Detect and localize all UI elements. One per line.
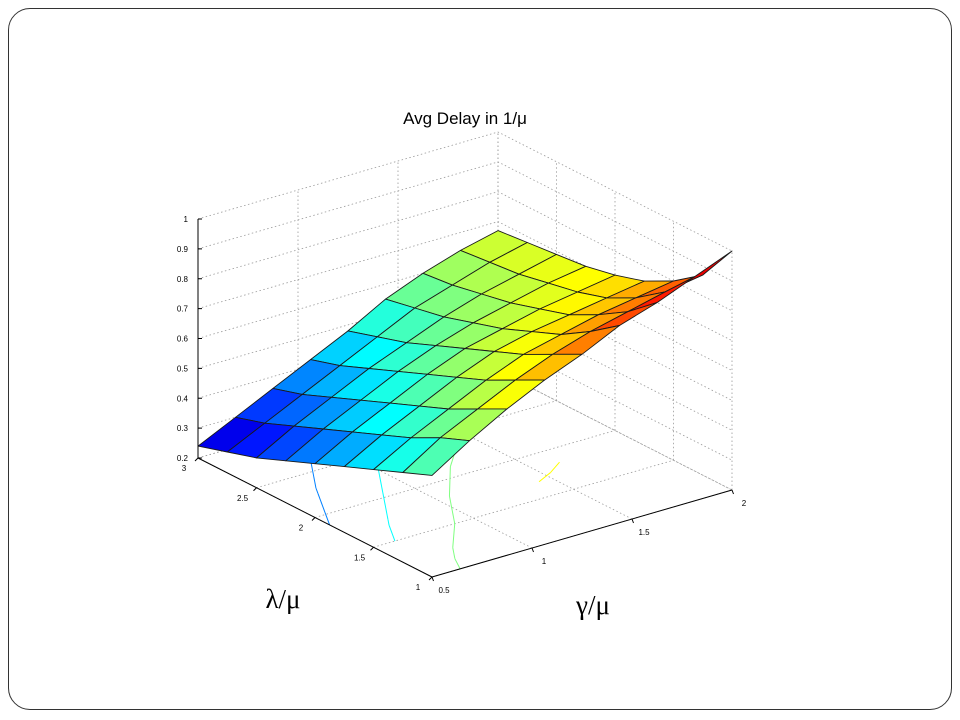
y-tick-label: 3 xyxy=(182,464,187,473)
chart-title: Avg Delay in 1/μ xyxy=(403,109,527,128)
floor-contour-line xyxy=(538,472,551,483)
x-tick-mark xyxy=(631,518,634,524)
floor-contour-line xyxy=(315,487,319,494)
z-tick-label: 0.4 xyxy=(177,394,189,403)
floor-contour-line xyxy=(450,501,456,524)
z-tick-label: 0.8 xyxy=(177,275,189,284)
x-tick-label: 0.5 xyxy=(438,586,450,595)
floor-contour-line xyxy=(312,471,317,489)
floor-contour-line xyxy=(382,491,385,498)
y-tick-mark xyxy=(194,457,199,462)
floor-grid-y-line xyxy=(373,459,674,548)
surface-patches xyxy=(197,230,733,476)
floor-contour-line xyxy=(452,547,456,559)
floor-contour-line xyxy=(388,525,396,542)
floor-grid-y-line xyxy=(314,430,616,518)
y-tick-mark xyxy=(253,487,257,492)
x-tick-mark xyxy=(431,576,434,582)
back-grid-z-line xyxy=(197,191,733,312)
z-tick-label: 0.9 xyxy=(177,245,189,254)
z-tick-label: 0.5 xyxy=(177,364,189,373)
y-tick-mark xyxy=(428,576,433,581)
y-axis-label: λ/μ xyxy=(265,584,300,614)
floor-contour-line xyxy=(452,528,455,548)
floor-contour-line xyxy=(448,478,451,497)
x-axis-label: γ/μ xyxy=(575,590,610,620)
z-tick-label: 0.6 xyxy=(177,335,189,344)
floor-contour-line xyxy=(317,493,327,515)
x-axis-line xyxy=(431,489,733,578)
z-tick-label: 0.3 xyxy=(177,424,189,433)
floor-contour-line xyxy=(379,475,384,493)
y-tick-mark xyxy=(370,546,374,551)
y-tick-label: 2 xyxy=(299,524,304,533)
floor-contour-line xyxy=(448,495,451,502)
x-tick-label: 2 xyxy=(742,499,747,508)
y-tick-label: 1.5 xyxy=(354,553,366,562)
floor-contour-line xyxy=(387,519,390,526)
floor-contour-line xyxy=(550,461,560,473)
y-tick-mark xyxy=(311,517,316,521)
x-tick-mark xyxy=(731,489,734,495)
floor-contour-line xyxy=(383,497,389,520)
floor-contour-line xyxy=(449,453,455,467)
y-tick-label: 2.5 xyxy=(237,494,249,503)
x-tick-label: 1 xyxy=(542,557,547,566)
floor-contour-line xyxy=(325,514,331,526)
z-tick-label: 0.2 xyxy=(177,454,189,463)
x-tick-label: 1.5 xyxy=(638,528,650,537)
surface-patch xyxy=(402,437,470,476)
z-tick-label: 0.7 xyxy=(177,305,189,314)
back-grid-z-line xyxy=(197,131,733,252)
x-tick-mark xyxy=(531,547,534,553)
floor-contour-line xyxy=(454,558,461,570)
y-tick-label: 1 xyxy=(416,583,421,592)
z-tick-label: 1 xyxy=(184,215,189,224)
tick-labels: 0.2 0.3 0.4 0.5 0.6 0.7 0.8 0.9 1 0.5 1 1.5 2 1 1.5 2 2.… xyxy=(177,215,747,595)
